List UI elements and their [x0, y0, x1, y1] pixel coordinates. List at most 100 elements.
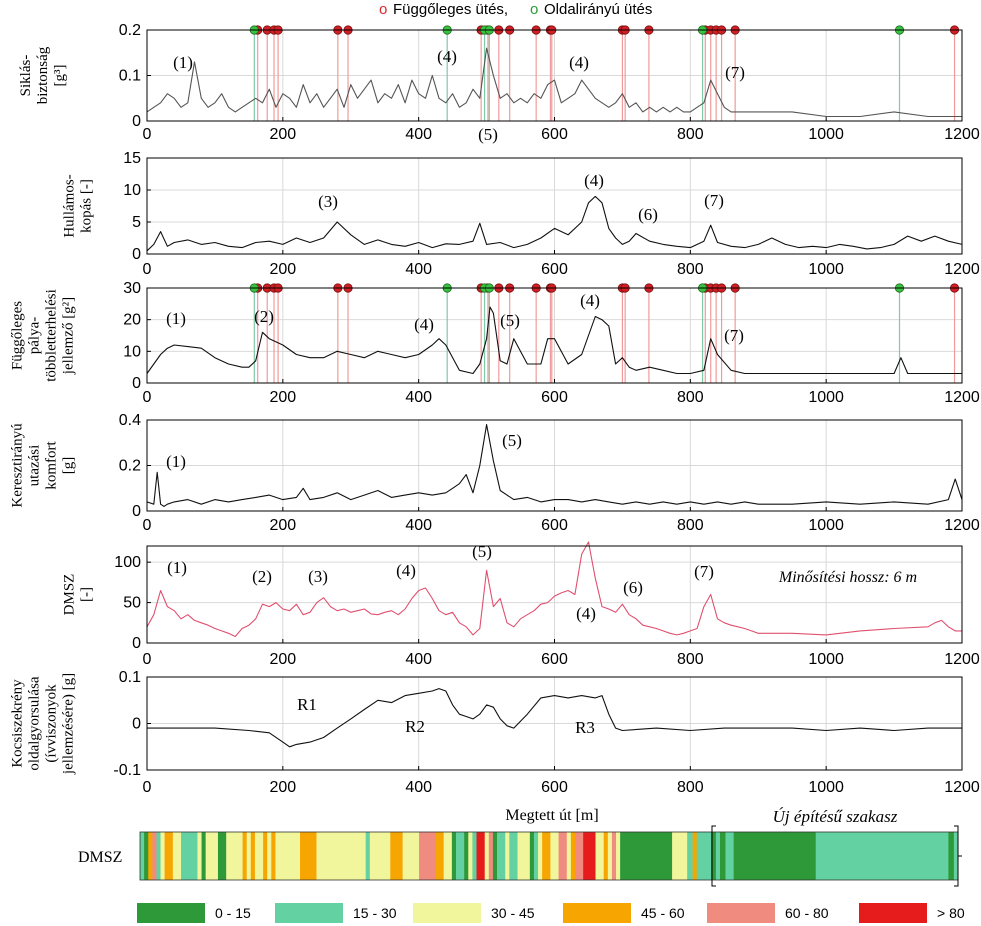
- qualification-length-note: Minősítési hossz: 6 m: [778, 569, 917, 586]
- strip-segment: [692, 832, 698, 880]
- strip-segment: [725, 832, 734, 880]
- y-axis-label-line: [g³]: [52, 65, 68, 87]
- strip-segment: [160, 832, 165, 880]
- strip-segment: [271, 832, 276, 880]
- panel-dmsz: 0 200 400 600 800 1000 1200 0 50 100 DMSZ [-] (1) (2)…: [62, 541, 980, 668]
- x-tick-label: 1200: [944, 779, 980, 796]
- y-axis-label-line: Hullámos-: [62, 174, 78, 237]
- legend-lateral-marker: o: [530, 1, 538, 18]
- x-tick-label: 0: [143, 651, 152, 668]
- strip-segment: [365, 832, 371, 880]
- legend-swatch: [275, 903, 343, 923]
- y-axis-label-line: kopás [-]: [79, 179, 95, 233]
- strip-segment: [488, 832, 494, 880]
- strip-segment: [476, 832, 486, 880]
- strip-segment: [443, 832, 453, 880]
- strip-segment: [156, 832, 161, 880]
- strip-segment: [332, 832, 367, 880]
- y-axis-label-line: Függőleges: [10, 301, 26, 370]
- annotation-label: (4): [437, 47, 457, 66]
- strip-segment: [419, 832, 436, 880]
- strip-segment: [254, 832, 264, 880]
- legend-lateral-label: Oldalirányú ütés: [544, 1, 652, 18]
- strip-segment: [607, 832, 613, 880]
- strip-segment: [583, 832, 596, 880]
- y-axis-label-line: jellemző [g²]: [61, 297, 77, 375]
- strip-segment: [696, 832, 712, 880]
- strip-segment: [550, 832, 559, 880]
- y-axis-label-line: [g]: [61, 457, 77, 475]
- x-tick-label: 800: [677, 517, 704, 534]
- legend-swatch: [563, 903, 631, 923]
- strip-segment: [144, 832, 149, 880]
- strip-segment: [603, 832, 609, 880]
- x-tick-label: 0: [143, 126, 152, 143]
- legend-label: 60 - 80: [785, 905, 829, 921]
- y-axis-label-line: többletterhelési: [44, 289, 60, 381]
- y-tick-label: 0: [132, 716, 141, 733]
- panel-glide-safety: 0 200 400 600 800 1000 1200 0 0.1 0.2 Siklás-bizto…: [18, 22, 980, 144]
- strip-segment: [316, 832, 334, 880]
- x-tick-label: 800: [677, 389, 704, 406]
- panel-lateral-comfort: 0 200 400 600 800 1000 1200 0 0.2 0.4 Keresztirány…: [10, 412, 980, 534]
- strip-segment: [197, 832, 202, 880]
- strip-segment: [484, 832, 490, 880]
- y-tick-label: 0: [132, 246, 141, 263]
- x-tick-label: 200: [269, 389, 296, 406]
- x-tick-label: 1000: [808, 261, 844, 278]
- strip-segment: [542, 832, 551, 880]
- x-tick-label: 1000: [808, 389, 844, 406]
- annotation-label: (7): [725, 63, 745, 82]
- strip-segment: [263, 832, 268, 880]
- strip-segment: [267, 832, 272, 880]
- x-axis-label: Megtett út [m]: [505, 807, 598, 824]
- panel-lateral-acceleration: 0 200 400 600 800 1000 1200-0.100.1Kocsiszekré…: [10, 669, 980, 796]
- annotation-label: (4): [576, 604, 596, 623]
- annotation-label: (6): [638, 205, 658, 224]
- annotation-label: (1): [166, 309, 186, 328]
- strip-segment: [815, 832, 883, 880]
- strip-segment: [213, 832, 219, 880]
- y-tick-label: 0.4: [119, 412, 141, 429]
- strip-segment: [620, 832, 673, 880]
- y-axis-label-line: Siklás-: [18, 55, 34, 97]
- strip-segment: [172, 832, 182, 880]
- y-tick-label: 50: [123, 595, 141, 612]
- x-tick-label: 600: [541, 261, 568, 278]
- y-tick-label: 0.2: [119, 458, 141, 475]
- strip-segment: [148, 832, 153, 880]
- x-tick-label: 200: [269, 517, 296, 534]
- y-axis-label-line: (ívviszonyok: [44, 684, 60, 763]
- legend-label: 15 - 30: [353, 905, 397, 921]
- strip-segment: [672, 832, 688, 880]
- x-tick-label: 0: [143, 779, 152, 796]
- y-tick-label: -0.1: [113, 762, 141, 779]
- y-axis-label-line: komfort: [44, 441, 60, 490]
- annotation-label: (4): [396, 561, 416, 580]
- x-tick-label: 1200: [944, 261, 980, 278]
- strip-segment: [611, 832, 617, 880]
- x-tick-label: 1000: [808, 779, 844, 796]
- y-axis-label-line: Keresztirányú: [10, 423, 26, 508]
- strip-segment: [687, 832, 693, 880]
- annotation-label: (1): [166, 452, 186, 471]
- strip-segment: [497, 832, 506, 880]
- x-tick-label: 0: [143, 389, 152, 406]
- strip-segment: [217, 832, 227, 880]
- x-tick-label: 800: [677, 651, 704, 668]
- strip-segment: [566, 832, 572, 880]
- strip-segment: [711, 832, 717, 880]
- strip-segment: [574, 832, 584, 880]
- annotation-label: (7): [694, 562, 714, 581]
- annotation-label: (4): [584, 171, 604, 190]
- strip-segment: [464, 832, 469, 880]
- legend-swatch: [137, 903, 205, 923]
- y-axis-label-line: DMSZ: [62, 574, 78, 616]
- strip-segment: [468, 832, 473, 880]
- panel-vertical-load: 0 200 400 600 800 1000 1200 0 10 20 30 Függőleges pá…: [10, 280, 980, 406]
- strip-segment: [246, 832, 252, 880]
- series-line: [146, 195, 963, 252]
- annotation-label: (3): [318, 192, 338, 211]
- y-tick-label: 30: [123, 280, 141, 297]
- x-tick-label: 600: [541, 779, 568, 796]
